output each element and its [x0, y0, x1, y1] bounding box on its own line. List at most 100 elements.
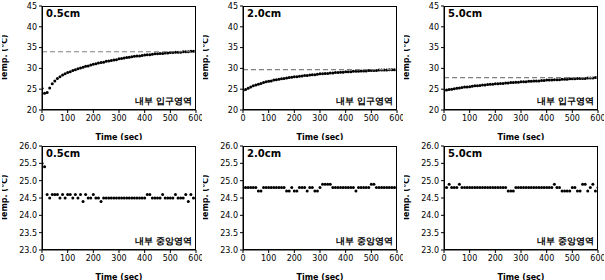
svg-text:600: 600: [590, 114, 597, 123]
svg-text:30: 30: [429, 64, 439, 73]
svg-text:45: 45: [429, 2, 439, 11]
svg-text:400: 400: [338, 114, 353, 123]
svg-text:300: 300: [111, 114, 126, 123]
svg-text:400: 400: [539, 254, 554, 263]
svg-text:200: 200: [488, 254, 503, 263]
svg-text:20: 20: [429, 106, 439, 115]
svg-text:Temp. (℃): Temp. (℃): [8, 35, 9, 82]
svg-text:100: 100: [261, 114, 276, 123]
html-text:2.0cm: 2.0cm: [247, 148, 282, 159]
svg-text:25: 25: [27, 85, 37, 94]
svg-text:30: 30: [228, 64, 238, 73]
svg-text:Temp. (℃): Temp. (℃): [404, 175, 411, 222]
svg-text:30: 30: [27, 64, 37, 73]
html-text:내부 입구영역: 내부 입구영역: [134, 96, 192, 106]
html-text:0.5cm: 0.5cm: [46, 148, 81, 159]
svg-text:Time (sec): Time (sec): [96, 133, 143, 140]
svg-text:0: 0: [39, 114, 44, 123]
svg-text:400: 400: [539, 114, 554, 123]
svg-text:40: 40: [27, 23, 37, 32]
svg-text:100: 100: [60, 114, 75, 123]
svg-text:600: 600: [389, 254, 403, 263]
svg-text:300: 300: [513, 114, 528, 123]
svg-text:26.0: 26.0: [220, 142, 238, 151]
svg-text:400: 400: [338, 254, 353, 263]
svg-text:35: 35: [228, 43, 238, 52]
html-text:0.5cm: 0.5cm: [46, 8, 81, 19]
svg-text:35: 35: [27, 43, 37, 52]
svg-text:45: 45: [27, 2, 37, 11]
svg-text:500: 500: [565, 114, 580, 123]
svg-text:24.5: 24.5: [19, 194, 37, 203]
svg-text:600: 600: [590, 254, 597, 263]
svg-text:200: 200: [488, 114, 503, 123]
svg-text:Temp. (℃): Temp. (℃): [404, 35, 411, 82]
svg-text:23.0: 23.0: [220, 246, 238, 255]
svg-text:100: 100: [462, 254, 477, 263]
svg-text:300: 300: [312, 254, 327, 263]
svg-text:24.0: 24.0: [19, 211, 37, 220]
svg-text:25: 25: [228, 85, 238, 94]
svg-text:500: 500: [163, 114, 178, 123]
svg-text:Time (sec): Time (sec): [498, 133, 545, 140]
svg-text:24.5: 24.5: [421, 194, 439, 203]
svg-text:23.0: 23.0: [421, 246, 439, 255]
svg-text:600: 600: [389, 114, 403, 123]
svg-text:600: 600: [188, 114, 202, 123]
svg-text:20: 20: [27, 106, 37, 115]
svg-text:100: 100: [261, 254, 276, 263]
svg-text:Time (sec): Time (sec): [297, 273, 344, 280]
html-text:2.0cm: 2.0cm: [247, 8, 282, 19]
svg-text:24.5: 24.5: [220, 194, 238, 203]
svg-text:Time (sec): Time (sec): [498, 273, 545, 280]
svg-text:Temp. (℃): Temp. (℃): [203, 175, 210, 222]
svg-text:20: 20: [228, 106, 238, 115]
svg-text:23.5: 23.5: [19, 229, 37, 238]
svg-text:45: 45: [228, 2, 238, 11]
svg-text:100: 100: [60, 254, 75, 263]
svg-text:25.0: 25.0: [220, 177, 238, 186]
svg-text:26.0: 26.0: [19, 142, 37, 151]
svg-text:200: 200: [86, 114, 101, 123]
svg-text:500: 500: [364, 254, 379, 263]
svg-text:300: 300: [312, 114, 327, 123]
svg-text:40: 40: [228, 23, 238, 32]
svg-text:100: 100: [462, 114, 477, 123]
svg-text:0: 0: [240, 254, 245, 263]
svg-text:300: 300: [111, 254, 126, 263]
svg-text:26.0: 26.0: [421, 142, 439, 151]
svg-text:200: 200: [86, 254, 101, 263]
svg-text:24.0: 24.0: [421, 211, 439, 220]
svg-text:35: 35: [429, 43, 439, 52]
svg-text:25.5: 25.5: [421, 159, 439, 168]
svg-text:Temp. (℃): Temp. (℃): [8, 175, 9, 222]
html-text:5.0cm: 5.0cm: [448, 148, 483, 159]
svg-text:0: 0: [39, 254, 44, 263]
svg-text:400: 400: [137, 114, 152, 123]
svg-text:23.5: 23.5: [220, 229, 238, 238]
svg-text:0: 0: [441, 254, 446, 263]
svg-text:25: 25: [429, 85, 439, 94]
svg-text:200: 200: [287, 254, 302, 263]
svg-text:40: 40: [429, 23, 439, 32]
svg-text:200: 200: [287, 114, 302, 123]
svg-text:0: 0: [441, 114, 446, 123]
svg-text:500: 500: [565, 254, 580, 263]
svg-text:25.5: 25.5: [19, 159, 37, 168]
svg-text:25.5: 25.5: [220, 159, 238, 168]
svg-text:300: 300: [513, 254, 528, 263]
svg-text:Time (sec): Time (sec): [96, 273, 143, 280]
svg-text:500: 500: [364, 114, 379, 123]
svg-text:Temp. (℃): Temp. (℃): [203, 35, 210, 82]
svg-text:23.0: 23.0: [19, 246, 37, 255]
svg-text:0: 0: [240, 114, 245, 123]
svg-text:25.0: 25.0: [19, 177, 37, 186]
svg-text:600: 600: [188, 254, 202, 263]
svg-text:500: 500: [163, 254, 178, 263]
svg-text:400: 400: [137, 254, 152, 263]
svg-text:Time (sec): Time (sec): [297, 133, 344, 140]
html-text:5.0cm: 5.0cm: [448, 8, 483, 19]
svg-text:24.0: 24.0: [220, 211, 238, 220]
svg-text:25.0: 25.0: [421, 177, 439, 186]
svg-text:23.5: 23.5: [421, 229, 439, 238]
